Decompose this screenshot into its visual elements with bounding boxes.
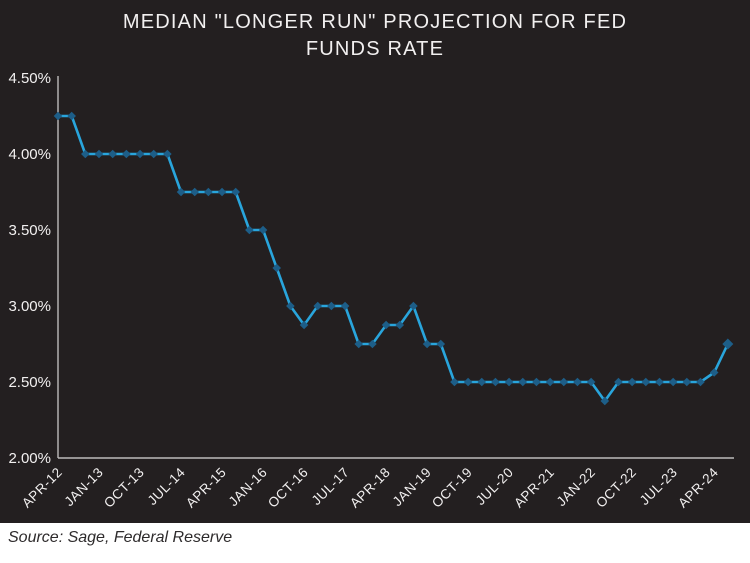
data-point-marker [53, 111, 63, 121]
data-point-marker [559, 377, 569, 387]
x-tick-label: OCT-16 [265, 465, 311, 511]
x-tick-label: JAN-19 [390, 465, 435, 510]
x-tick-label: JUL-14 [145, 465, 189, 509]
x-tick-label: JAN-22 [554, 465, 599, 510]
line-chart: 4.50%4.00%3.50%3.00%2.50%2.00%APR-12JAN-… [8, 70, 734, 511]
y-tick-label: 4.50% [8, 70, 51, 87]
data-point-marker [354, 339, 364, 349]
x-tick-label: APR-15 [183, 465, 229, 511]
source-bar: Source: Sage, Federal Reserve [0, 523, 750, 563]
data-line [56, 114, 730, 403]
data-point-marker [163, 149, 172, 159]
data-point-marker [436, 339, 446, 349]
data-point-marker [190, 187, 199, 197]
x-tick-label: OCT-19 [429, 465, 475, 511]
data-point-marker [286, 301, 295, 311]
data-point-marker [149, 149, 158, 159]
data-point-marker [627, 377, 637, 387]
data-point-marker [504, 377, 514, 387]
x-tick-label: OCT-13 [101, 465, 147, 511]
data-point-marker [340, 301, 350, 311]
data-point-marker [176, 187, 186, 197]
x-tick-label: OCT-22 [593, 465, 639, 511]
data-point-marker [518, 377, 528, 387]
x-tick-label: JUL-23 [637, 465, 681, 509]
data-point-marker [450, 377, 459, 387]
data-point-marker [299, 320, 309, 330]
chart-panel: MEDIAN "LONGER RUN" PROJECTION FOR FED F… [0, 0, 750, 523]
data-point-marker [573, 377, 582, 387]
data-point-marker [655, 377, 664, 387]
y-tick-label: 2.00% [8, 450, 51, 467]
data-point-marker [545, 377, 555, 387]
y-tick-label: 3.50% [8, 222, 51, 239]
source-note: Source: Sage, Federal Reserve [8, 529, 233, 546]
data-point-marker [381, 320, 391, 330]
data-point-marker [682, 377, 692, 387]
data-point-marker [108, 149, 117, 159]
data-point-marker [586, 377, 596, 387]
data-point-marker [722, 338, 734, 350]
y-tick-label: 4.00% [8, 146, 51, 163]
x-tick-label: APR-18 [347, 465, 393, 511]
data-point-marker [614, 377, 623, 387]
data-point-marker [135, 149, 145, 159]
data-point-marker [491, 377, 500, 387]
x-tick-label: APR-12 [19, 465, 65, 511]
data-point-marker [409, 301, 418, 311]
data-point-marker [81, 149, 90, 159]
y-tick-label: 2.50% [8, 374, 51, 391]
x-tick-label: APR-24 [675, 465, 721, 511]
chart-title-line-1: MEDIAN "LONGER RUN" PROJECTION FOR FED [122, 11, 628, 33]
data-point-marker [67, 111, 76, 121]
data-point-marker [463, 377, 473, 387]
data-point-marker [217, 187, 227, 197]
data-point-marker [122, 149, 131, 159]
x-tick-label: JAN-16 [226, 465, 271, 510]
data-point-marker [532, 377, 541, 387]
x-tick-label: JUL-17 [309, 465, 353, 509]
data-point-marker [231, 187, 241, 197]
x-tick-label: JAN-13 [62, 465, 107, 510]
x-tick-label: APR-21 [511, 465, 557, 511]
chart-title: MEDIAN "LONGER RUN" PROJECTION FOR FED F… [0, 9, 750, 63]
chart-title-line-2: FUNDS RATE [305, 38, 445, 60]
data-point-marker [477, 377, 487, 387]
data-point-marker [272, 263, 282, 273]
data-point-marker [600, 396, 610, 406]
data-point-marker [696, 377, 705, 387]
data-point-marker [668, 377, 678, 387]
data-point-marker [395, 320, 405, 330]
data-point-marker [94, 149, 104, 159]
data-point-marker [327, 301, 336, 311]
x-tick-label: JUL-20 [473, 465, 517, 509]
data-point-marker [368, 339, 377, 349]
data-point-marker [245, 225, 254, 235]
data-point-marker [204, 187, 213, 197]
data-point-marker [258, 225, 268, 235]
data-point-marker [641, 377, 651, 387]
data-point-marker [709, 368, 719, 377]
y-tick-label: 3.00% [8, 298, 51, 315]
data-point-marker [313, 301, 323, 311]
data-point-marker [422, 339, 432, 349]
